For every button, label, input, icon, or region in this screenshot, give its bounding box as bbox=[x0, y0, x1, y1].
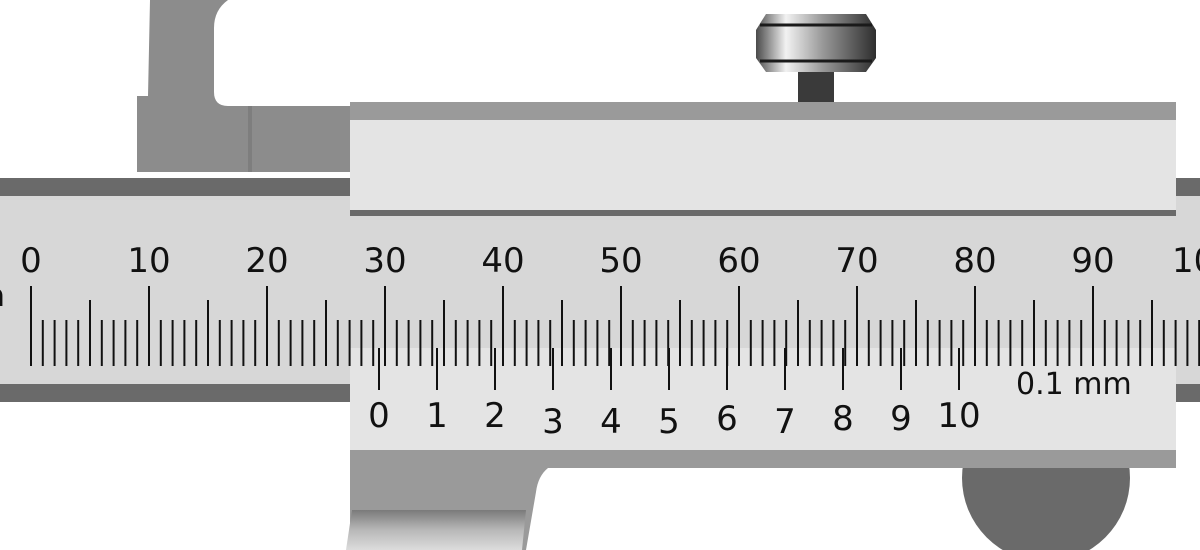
main-label-30: 30 bbox=[363, 241, 406, 281]
main-label-40: 40 bbox=[481, 241, 524, 281]
vernier-label-6: 6 bbox=[716, 399, 738, 439]
vernier-label-9: 9 bbox=[890, 399, 912, 439]
main-scale-unit: mm bbox=[0, 279, 5, 314]
fixed-upper-jaw bbox=[137, 0, 350, 172]
main-label-50: 50 bbox=[599, 241, 642, 281]
main-label-100: 100 bbox=[1172, 241, 1200, 281]
vernier-slider bbox=[346, 102, 1176, 550]
vernier-label-2: 2 bbox=[484, 396, 506, 436]
vernier-label-0: 0 bbox=[368, 396, 390, 436]
main-label-70: 70 bbox=[835, 241, 878, 281]
vernier-label-3: 3 bbox=[542, 402, 564, 442]
vernier-scale-labels: 0 1 2 3 4 5 6 7 8 9 10 0.1 mm bbox=[368, 367, 1132, 442]
locking-screw bbox=[756, 14, 876, 104]
main-label-0: 0 bbox=[20, 241, 42, 281]
main-label-80: 80 bbox=[953, 241, 996, 281]
vernier-label-8: 8 bbox=[832, 399, 854, 439]
main-scale-labels: 0 10 20 30 40 50 60 70 80 90 100 mm bbox=[0, 241, 1200, 314]
vernier-label-7: 7 bbox=[774, 402, 796, 442]
main-label-90: 90 bbox=[1071, 241, 1114, 281]
resolution-label: 0.1 mm bbox=[1016, 367, 1132, 402]
main-label-60: 60 bbox=[717, 241, 760, 281]
vernier-label-1: 1 bbox=[426, 396, 448, 436]
vernier-label-4: 4 bbox=[600, 402, 622, 442]
main-label-10: 10 bbox=[127, 241, 170, 281]
main-label-20: 20 bbox=[245, 241, 288, 281]
main-scale-ticks bbox=[30, 286, 1200, 366]
vernier-label-10: 10 bbox=[937, 396, 980, 436]
vernier-scale-ticks bbox=[378, 348, 960, 390]
vernier-label-5: 5 bbox=[658, 402, 680, 442]
